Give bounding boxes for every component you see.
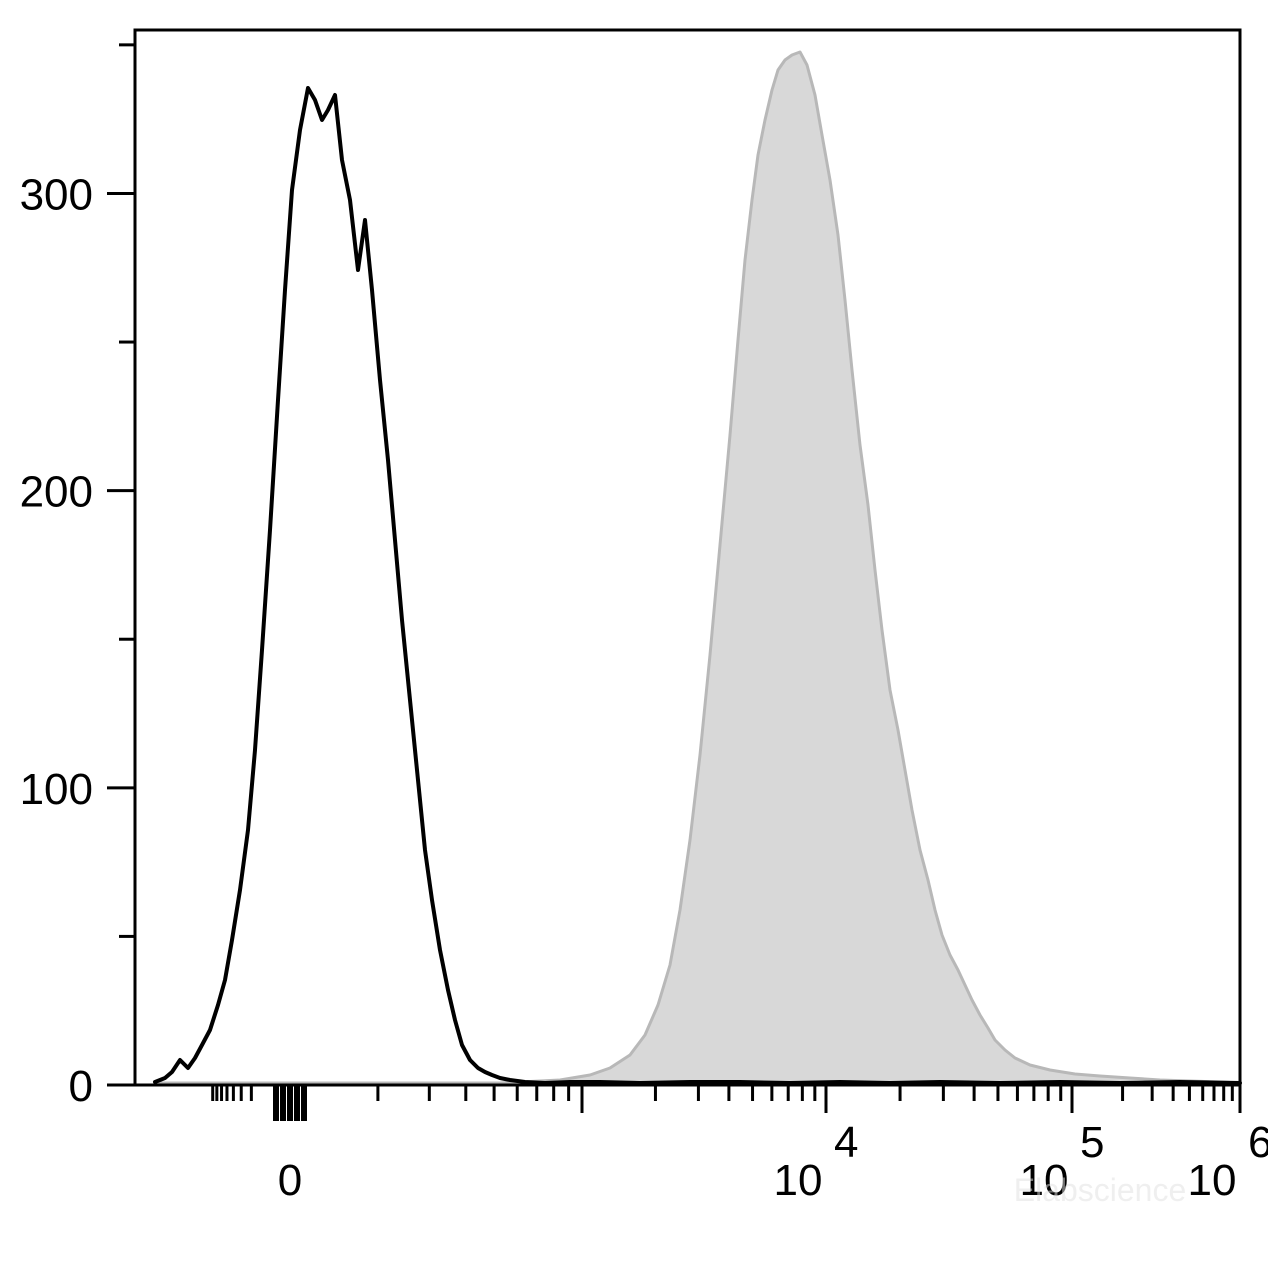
y-tick-label: 0 xyxy=(69,1062,93,1111)
watermark-text: Elabscience xyxy=(1014,1172,1187,1208)
x-tick-label: 0 xyxy=(278,1156,302,1205)
y-tick-label: 200 xyxy=(20,468,93,517)
chart-svg: 01002003000104105106Elabscience xyxy=(0,0,1268,1280)
svg-text:6: 6 xyxy=(1248,1118,1268,1167)
svg-text:5: 5 xyxy=(1080,1118,1104,1167)
y-tick-label: 100 xyxy=(20,765,93,814)
svg-text:4: 4 xyxy=(834,1118,858,1167)
svg-text:10: 10 xyxy=(1188,1156,1237,1205)
flow-cytometry-chart: 01002003000104105106Elabscience xyxy=(0,0,1268,1280)
y-tick-label: 300 xyxy=(20,170,93,219)
svg-text:10: 10 xyxy=(774,1156,823,1205)
